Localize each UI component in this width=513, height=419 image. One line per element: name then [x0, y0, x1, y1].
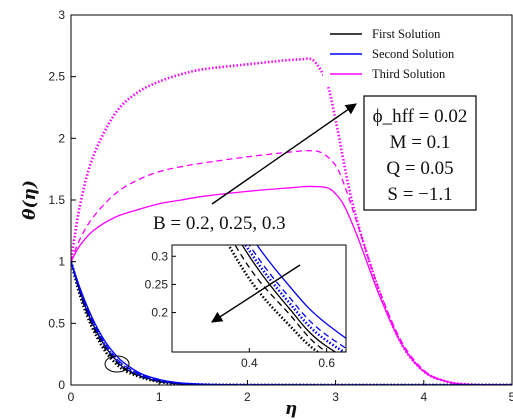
legend: First Solution Second Solution Third Sol…	[323, 18, 501, 86]
x-axis-label: η	[285, 399, 297, 419]
inset-x-tick-label: 0.6	[318, 356, 335, 370]
x-tick-label: 5	[509, 390, 513, 404]
inset-y-tick-label: 0.2	[151, 306, 168, 320]
x-tick-label: 1	[156, 390, 163, 404]
x-tick-label: 2	[244, 390, 251, 404]
y-tick-label: 0.5	[48, 316, 65, 330]
y-tick-label: 3	[58, 8, 65, 22]
inset-background	[172, 245, 346, 352]
parameter-label: B = 0.2, 0.25, 0.3	[153, 213, 286, 234]
legend-label-first: First Solution	[372, 27, 441, 41]
x-tick-label: 3	[332, 390, 339, 404]
inset-y-tick-label: 0.25	[145, 277, 169, 291]
parameters-frame	[363, 95, 477, 211]
inset: 0.4 0.6 0.2 0.25 0.3	[145, 244, 347, 370]
y-tick-label: 2	[58, 131, 65, 145]
main-series-third-solution-b-025	[71, 149, 512, 385]
inset-x-tick-label: 0.4	[241, 356, 258, 370]
inset-y-tick-label: 0.3	[151, 249, 168, 263]
inset-y-ticks: 0.2 0.25 0.3	[145, 249, 176, 320]
inset-arrow	[211, 264, 301, 323]
y-tick-label: 0	[58, 378, 65, 392]
inset-x-ticks: 0.4 0.6	[241, 348, 335, 370]
param-phi: ϕ_hff = 0.02	[373, 106, 468, 127]
x-tick-label: 0	[68, 390, 75, 404]
zoom-ellipse	[104, 355, 130, 373]
y-axis-label: θ(η)	[20, 180, 40, 220]
parameter-arrow	[211, 103, 357, 205]
main-series-group	[71, 57, 512, 385]
param-s: S = −1.1	[387, 184, 452, 205]
y-tick-label: 2.5	[48, 70, 65, 84]
param-q: Q = 0.05	[386, 158, 453, 179]
param-m: M = 0.1	[390, 132, 451, 153]
legend-label-third: Third Solution	[372, 67, 446, 81]
y-tick-label: 1.5	[48, 193, 65, 207]
y-axis-ticks: 0 0.5 1 1.5 2 2.5 3	[48, 8, 76, 392]
x-axis-ticks: 0 1 2 3 4 5	[68, 380, 513, 404]
inset-frame	[171, 244, 347, 353]
y-tick-label: 1	[58, 255, 65, 269]
x-tick-label: 4	[420, 390, 427, 404]
legend-label-second: Second Solution	[372, 47, 455, 61]
parameters-box: ϕ_hff = 0.02 M = 0.1 Q = 0.05 S = −1.1	[363, 95, 477, 211]
main-series-third-solution-b-03	[71, 57, 512, 385]
